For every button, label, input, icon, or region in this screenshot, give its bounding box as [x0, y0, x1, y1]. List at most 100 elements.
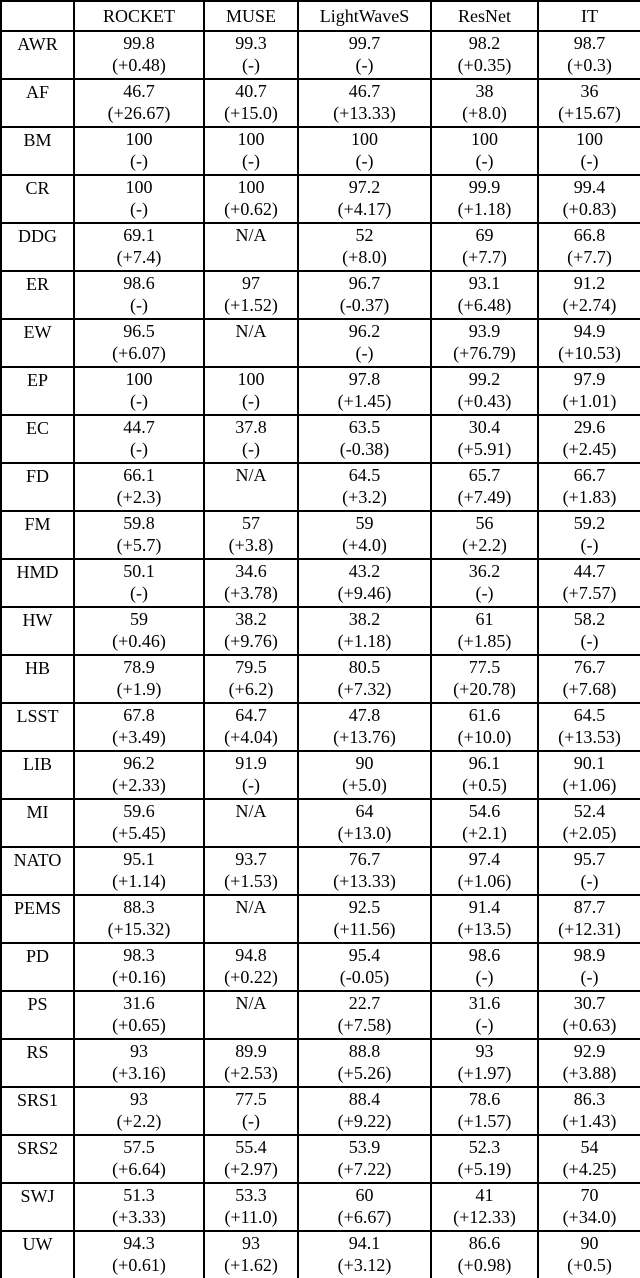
table-cell: 94.8 (+0.22): [203, 942, 299, 992]
cell-delta: (+1.9): [116, 679, 162, 699]
table-row: LIB 96.2 (+2.33) 91.9 (-) 90 (+5.0) 96.1…: [0, 750, 640, 800]
cell-delta: (+3.8): [228, 535, 274, 555]
cell-value: 96.1: [468, 753, 501, 773]
table-cell: 97.8 (+1.45): [297, 366, 432, 416]
cell-value: 98.7: [573, 33, 606, 53]
cell-value: 93: [475, 1041, 494, 1061]
table-cell: 54.6 (+2.1): [430, 798, 539, 848]
cell-delta: (+3.78): [224, 583, 278, 603]
table-cell: 100 (-): [73, 366, 205, 416]
table-cell: 64.5 (+13.53): [537, 702, 640, 752]
cell-delta: (+0.35): [457, 55, 512, 75]
cell-delta: (+12.33): [453, 1207, 516, 1227]
cell-value: 77.5: [235, 1089, 267, 1109]
cell-value: 55.4: [235, 1137, 267, 1157]
cell-value: 43.2: [348, 561, 381, 581]
cell-value: 77.5: [468, 657, 501, 677]
cell-value: 91.4: [468, 897, 501, 917]
cell-delta: (-): [355, 343, 374, 363]
cell-delta: (+6.2): [228, 679, 274, 699]
cell-delta: (+13.5): [457, 919, 512, 939]
cell-value: 94.3: [123, 1233, 155, 1253]
table-cell: 64.7 (+4.04): [203, 702, 299, 752]
cell-value: 53.3: [235, 1185, 267, 1205]
cell-delta: (+6.07): [112, 343, 166, 363]
cell-value: 66.7: [573, 465, 606, 485]
cell-value: 76.7: [573, 657, 606, 677]
cell-value: 97.8: [348, 369, 381, 389]
table-cell: 88.4 (+9.22): [297, 1086, 432, 1136]
table-row: LSST 67.8 (+3.49) 64.7 (+4.04) 47.8 (+13…: [0, 702, 640, 752]
table-row: UW 94.3 (+0.61) 93 (+1.62) 94.1 (+3.12) …: [0, 1230, 640, 1278]
cell-value: 94.8: [235, 945, 267, 965]
table-row: HB 78.9 (+1.9) 79.5 (+6.2) 80.5 (+7.32) …: [0, 654, 640, 704]
cell-delta: (+2.2): [116, 1111, 162, 1131]
cell-value: 100: [576, 129, 603, 149]
table-cell: 46.7 (+13.33): [297, 78, 432, 128]
cell-delta: (+6.64): [112, 1159, 166, 1179]
cell-value: 40.7: [235, 81, 267, 101]
row-label: FD: [0, 462, 75, 512]
cell-value: 37.8: [235, 417, 267, 437]
table-cell: 69.1 (+7.4): [73, 222, 205, 272]
row-label: EP: [0, 366, 75, 416]
table-cell: 93 (+1.62): [203, 1230, 299, 1278]
cell-delta: (-): [242, 151, 260, 171]
table-row: PEMS 88.3 (+15.32) N/A 92.5 (+11.56) 91.…: [0, 894, 640, 944]
cell-value: 59.8: [123, 513, 155, 533]
table-cell: 70 (+34.0): [537, 1182, 640, 1232]
cell-value: N/A: [235, 897, 267, 917]
cell-value: 61: [475, 609, 494, 629]
cell-value: 90: [355, 753, 374, 773]
table-cell: 96.5 (+6.07): [73, 318, 205, 368]
table-cell: 98.3 (+0.16): [73, 942, 205, 992]
cell-delta: (+10.53): [558, 343, 621, 363]
row-label: PD: [0, 942, 75, 992]
cell-delta: (+7.7): [567, 247, 612, 267]
cell-value: 34.6: [235, 561, 267, 581]
cell-delta: (+12.31): [558, 919, 621, 939]
cell-delta: (+0.46): [112, 631, 166, 651]
cell-delta: (+7.32): [337, 679, 392, 699]
table-cell: 63.5 (-0.38): [297, 414, 432, 464]
cell-delta: (-): [475, 151, 494, 171]
cell-value: 93.1: [468, 273, 501, 293]
table-cell: 31.6 (-): [430, 990, 539, 1040]
table-cell: 91.9 (-): [203, 750, 299, 800]
cell-delta: (+1.18): [337, 631, 392, 651]
cell-delta: (+1.53): [224, 871, 278, 891]
table-cell: 100 (-): [73, 174, 205, 224]
cell-delta: (+1.52): [224, 295, 278, 315]
table-cell: 53.9 (+7.22): [297, 1134, 432, 1184]
table-cell: 99.8 (+0.48): [73, 30, 205, 80]
cell-value: 78.9: [123, 657, 155, 677]
row-label: PS: [0, 990, 75, 1040]
cell-delta: (+3.2): [342, 487, 387, 507]
table-cell: 50.1 (-): [73, 558, 205, 608]
cell-delta: (-): [242, 1111, 260, 1131]
table-cell: 91.2 (+2.74): [537, 270, 640, 320]
table-cell: 93.1 (+6.48): [430, 270, 539, 320]
table-cell: N/A: [203, 798, 299, 848]
cell-value: 100: [237, 369, 265, 389]
cell-delta: (+7.58): [337, 1015, 392, 1035]
cell-delta: (+0.65): [112, 1015, 166, 1035]
cell-value: 80.5: [348, 657, 381, 677]
cell-value: 99.4: [573, 177, 606, 197]
cell-delta: (-0.37): [339, 295, 390, 315]
cell-delta: (-): [242, 439, 260, 459]
table-cell: 66.1 (+2.3): [73, 462, 205, 512]
cell-value: 98.6: [123, 273, 155, 293]
table-cell: 100 (-): [537, 126, 640, 176]
row-label: HMD: [0, 558, 75, 608]
table-cell: 57 (+3.8): [203, 510, 299, 560]
cell-delta: (+9.46): [337, 583, 392, 603]
table-cell: 86.3 (+1.43): [537, 1086, 640, 1136]
cell-delta: (+0.61): [112, 1255, 166, 1275]
cell-value: 30.7: [573, 993, 606, 1013]
row-label: NATO: [0, 846, 75, 896]
table-cell: N/A: [203, 222, 299, 272]
cell-value: 86.3: [573, 1089, 606, 1109]
table-cell: 78.9 (+1.9): [73, 654, 205, 704]
table-cell: 91.4 (+13.5): [430, 894, 539, 944]
